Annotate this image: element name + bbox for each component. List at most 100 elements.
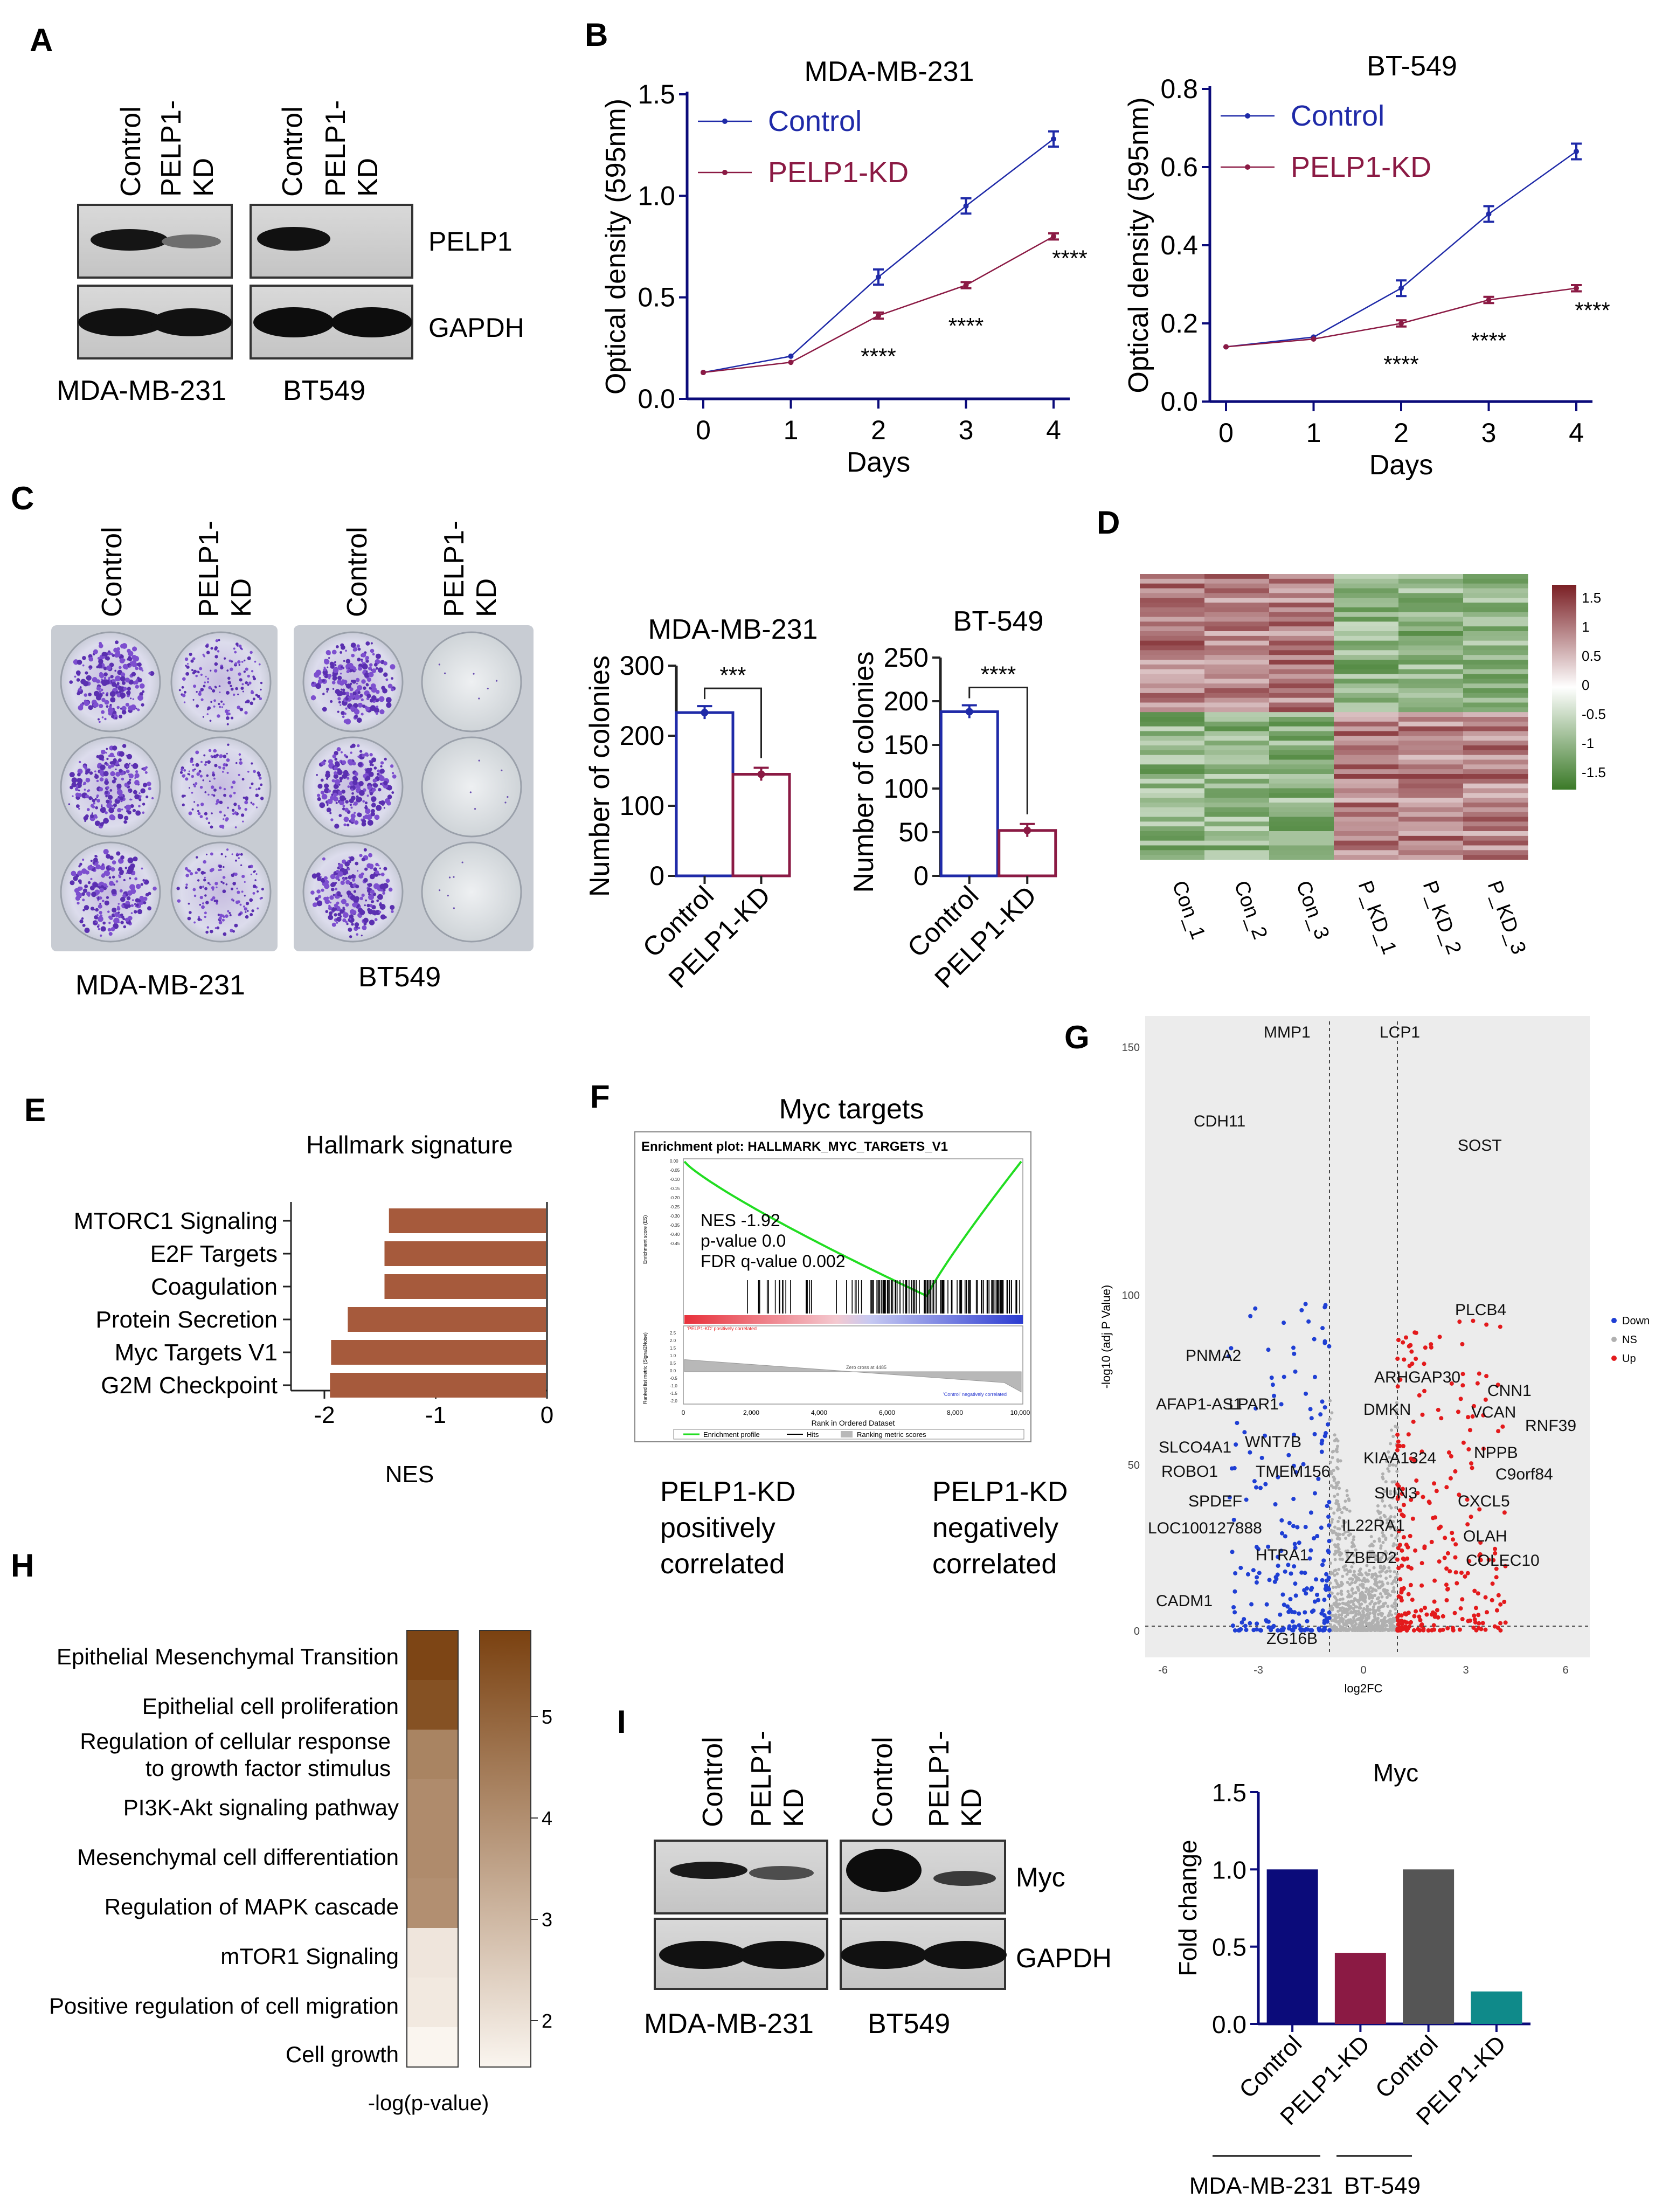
volcano-point-up bbox=[1450, 1531, 1455, 1536]
colony bbox=[101, 710, 105, 714]
volcano-point-ns bbox=[1354, 1591, 1358, 1594]
volcano-point-down bbox=[1312, 1337, 1317, 1342]
volcano-point-down bbox=[1282, 1374, 1286, 1379]
volcano-point-ns bbox=[1335, 1550, 1339, 1553]
volcano-point-ns bbox=[1345, 1508, 1349, 1511]
volcano-gene-label: SUN3 bbox=[1374, 1484, 1417, 1502]
volcano-point-down bbox=[1312, 1536, 1317, 1541]
colony bbox=[124, 678, 130, 683]
volcano-point-down bbox=[1283, 1569, 1287, 1574]
colony bbox=[243, 796, 245, 799]
volcano-point-ns bbox=[1372, 1610, 1376, 1614]
colony bbox=[232, 882, 236, 886]
volcano-point-up bbox=[1412, 1614, 1417, 1619]
heatmap-cell bbox=[1463, 788, 1528, 793]
volcano-point-ns bbox=[1341, 1574, 1345, 1578]
volcano-point-ns bbox=[1355, 1605, 1359, 1609]
colony bbox=[82, 909, 85, 911]
volcano-point-ns bbox=[1336, 1481, 1340, 1484]
volcano-y-label: -log10 (adj P Value) bbox=[1099, 1285, 1113, 1388]
colony bbox=[361, 893, 365, 897]
volcano-point-down bbox=[1282, 1602, 1286, 1607]
colony bbox=[134, 780, 140, 785]
colony bbox=[82, 858, 85, 861]
colony bbox=[347, 824, 350, 827]
category-label: G2M Checkpoint bbox=[101, 1372, 278, 1399]
heatmap-cell bbox=[1463, 855, 1528, 860]
volcano-point-ns bbox=[1348, 1509, 1352, 1513]
colony bbox=[226, 723, 229, 725]
heatmap-cell bbox=[1398, 812, 1464, 817]
colony bbox=[226, 806, 230, 809]
x-axis-label: NES bbox=[385, 1461, 434, 1488]
colony bbox=[116, 706, 120, 709]
volcano-point-ns bbox=[1386, 1521, 1389, 1525]
volcano-point-ns bbox=[1328, 1623, 1332, 1627]
colony bbox=[192, 783, 195, 786]
colony bbox=[372, 787, 376, 792]
colony bbox=[343, 817, 349, 822]
heatmap-cell bbox=[1204, 707, 1270, 713]
volcano-point-ns bbox=[1376, 1607, 1380, 1611]
colony bbox=[364, 752, 369, 757]
colony bbox=[221, 771, 224, 773]
volcano-point-ns bbox=[1388, 1522, 1392, 1526]
volcano-point-down bbox=[1291, 1627, 1296, 1632]
panel-label-c: C bbox=[11, 480, 34, 516]
colony bbox=[204, 681, 206, 683]
colony bbox=[342, 691, 346, 695]
heatmap-cell bbox=[1140, 745, 1205, 751]
heatmap-cell bbox=[1463, 774, 1528, 779]
volcano-point-ns bbox=[1332, 1449, 1335, 1453]
colony bbox=[190, 659, 194, 663]
x-tick-label: 4 bbox=[1046, 415, 1061, 445]
volcano-y-tick: 100 bbox=[1122, 1290, 1140, 1302]
colony bbox=[116, 693, 121, 698]
heatmap-cell bbox=[1269, 717, 1334, 722]
volcano-point-up bbox=[1398, 1577, 1403, 1582]
volcano-point-ns bbox=[1341, 1597, 1345, 1601]
colony bbox=[212, 689, 216, 693]
colony bbox=[105, 679, 110, 685]
volcano-gene-label: MMP1 bbox=[1264, 1024, 1311, 1041]
colony bbox=[137, 678, 142, 682]
heatmap-cell bbox=[1398, 755, 1464, 760]
heatmap-cell bbox=[1463, 693, 1528, 699]
colony bbox=[245, 681, 248, 685]
colony bbox=[99, 721, 101, 723]
colony bbox=[241, 875, 245, 879]
y-tick-label: 0 bbox=[649, 861, 664, 891]
heatmap-cell bbox=[1140, 750, 1205, 756]
volcano-point-down bbox=[1231, 1605, 1236, 1610]
heatmap-cell bbox=[1398, 702, 1464, 708]
volcano-point-ns bbox=[1390, 1533, 1394, 1537]
colony bbox=[249, 898, 253, 902]
volcano-gene-label: AFAP1-AS1 bbox=[1156, 1395, 1242, 1413]
colony bbox=[335, 887, 338, 890]
y-tick-label: 0.0 bbox=[1212, 2010, 1246, 2038]
volcano-x-tick: 0 bbox=[1360, 1664, 1366, 1676]
panel-label-i: I bbox=[617, 1704, 626, 1740]
gsea-es-tick: -0.05 bbox=[670, 1168, 680, 1173]
colony bbox=[215, 899, 219, 903]
colony bbox=[84, 884, 88, 888]
y-tick-label: 0.6 bbox=[1160, 152, 1198, 182]
volcano-point-up bbox=[1419, 1561, 1424, 1566]
colony bbox=[195, 871, 198, 874]
heatmap-cell bbox=[1334, 607, 1399, 613]
colony bbox=[192, 699, 195, 701]
colony bbox=[504, 801, 507, 804]
volcano-point-down bbox=[1320, 1578, 1325, 1582]
colony bbox=[135, 770, 138, 773]
colony bbox=[311, 873, 317, 879]
data-point bbox=[788, 360, 794, 365]
volcano-point-ns bbox=[1331, 1586, 1335, 1589]
colony bbox=[342, 878, 346, 881]
enrichment-term: mTOR1 Signaling bbox=[220, 1944, 399, 1969]
colony bbox=[103, 771, 109, 777]
colony bbox=[359, 797, 361, 799]
colony bbox=[192, 671, 196, 675]
colony bbox=[340, 688, 343, 691]
volcano-point-up bbox=[1426, 1628, 1431, 1633]
